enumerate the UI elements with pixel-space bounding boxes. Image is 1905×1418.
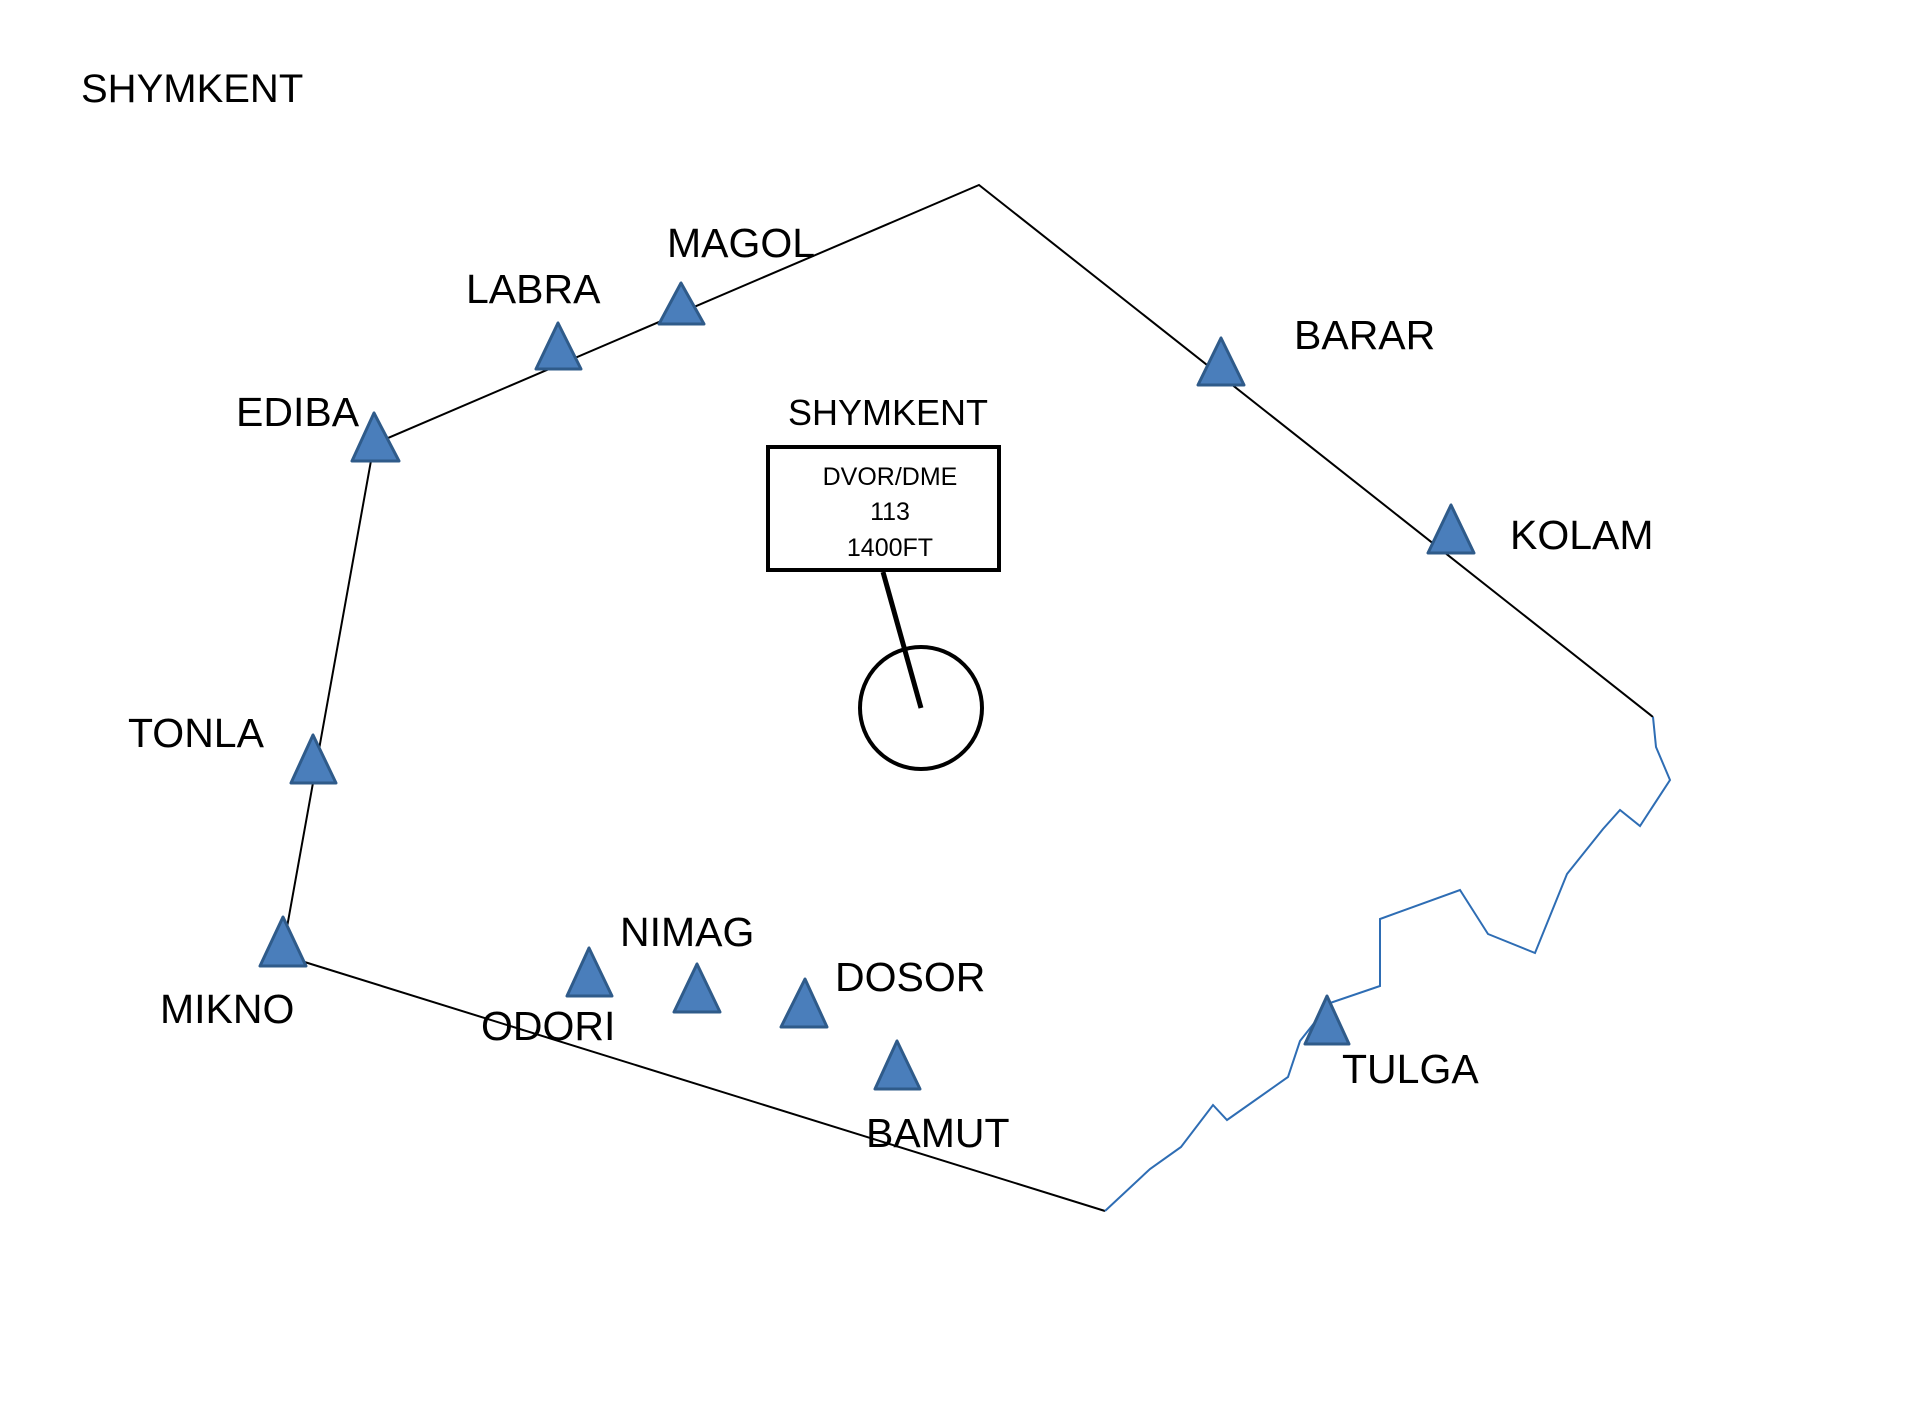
waypoint-label-mikno: MIKNO [160, 986, 294, 1032]
waypoint-label-odori: ODORI [481, 1003, 615, 1049]
vor-circle-icon [858, 645, 984, 771]
waypoint-label-kolam: KOLAM [1510, 512, 1654, 558]
waypoint-label-tonla: TONLA [128, 710, 265, 756]
navaid-frequency: 113 [870, 498, 910, 526]
waypoint-label-labra: LABRA [466, 266, 601, 312]
waypoint-label-ediba: EDIBA [236, 389, 360, 435]
waypoint-label-magol: MAGOL [667, 220, 815, 266]
waypoint-barar-icon [1196, 336, 1246, 387]
navaid-name: SHYMKENT [788, 392, 988, 433]
waypoint-tonla-icon [289, 733, 338, 785]
waypoint-nimag-icon [672, 962, 722, 1014]
waypoint-label-dosor: DOSOR [835, 954, 985, 1000]
navaid-leader-line [880, 571, 924, 709]
waypoint-odori-icon [565, 946, 614, 998]
waypoint-label-nimag: NIMAG [620, 909, 754, 955]
waypoint-bamut-icon [873, 1039, 922, 1091]
state-border [1104, 716, 1672, 1212]
navaid-elevation: 1400FT [847, 534, 933, 562]
waypoint-magol-icon [657, 281, 706, 326]
navaid-info-box [766, 445, 1001, 572]
waypoint-kolam-icon [1426, 503, 1476, 555]
map-title: SHYMKENT [81, 67, 303, 111]
waypoint-label-bamut: BAMUT [866, 1110, 1010, 1156]
waypoint-tulga-icon [1303, 994, 1351, 1046]
navaid-type: DVOR/DME [823, 463, 958, 491]
waypoint-ediba-icon [350, 411, 401, 463]
waypoint-labra-icon [534, 321, 583, 371]
waypoint-dosor-icon [779, 977, 829, 1029]
waypoint-label-barar: BARAR [1294, 312, 1435, 358]
waypoint-label-tulga: TULGA [1342, 1046, 1479, 1092]
waypoint-mikno-icon [258, 915, 308, 968]
